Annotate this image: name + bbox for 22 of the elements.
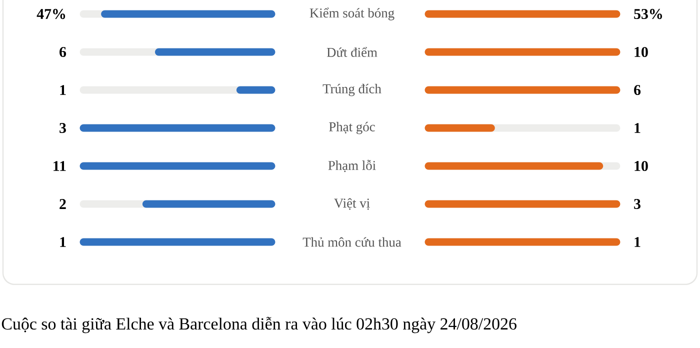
- data-label: 10: [634, 46, 648, 58]
- data-label: 1: [60, 237, 66, 247]
- data-label: 2: [60, 199, 66, 209]
- data-label: 6: [634, 84, 641, 96]
- category-label: Dứt điểm: [326, 47, 378, 57]
- data-label: 1: [60, 85, 66, 95]
- data-label: 1: [634, 123, 640, 133]
- category-label: Phạm lỗi: [328, 160, 376, 172]
- data-label: 3: [60, 122, 66, 134]
- data-label: 1: [634, 237, 640, 247]
- data-label: 10: [634, 160, 648, 172]
- category-label: Trúng đích: [322, 84, 382, 96]
- category-label: Thủ môn cứu thua: [302, 237, 402, 247]
- data-label: 53%: [634, 8, 662, 20]
- data-label: 3: [634, 198, 640, 210]
- category-label: Việt vị: [334, 198, 370, 210]
- data-label: 47%: [36, 8, 66, 20]
- category-label: Phạt góc: [329, 122, 375, 134]
- data-label: 11: [54, 161, 66, 171]
- category-label: Kiểm soát bóng: [310, 8, 394, 20]
- text: Cuộc so tài giữa Elche và Barcelona diễn ra vào lúc 02h30 ngày 24/08/2026: [2, 316, 516, 334]
- data-label: 6: [60, 46, 66, 58]
